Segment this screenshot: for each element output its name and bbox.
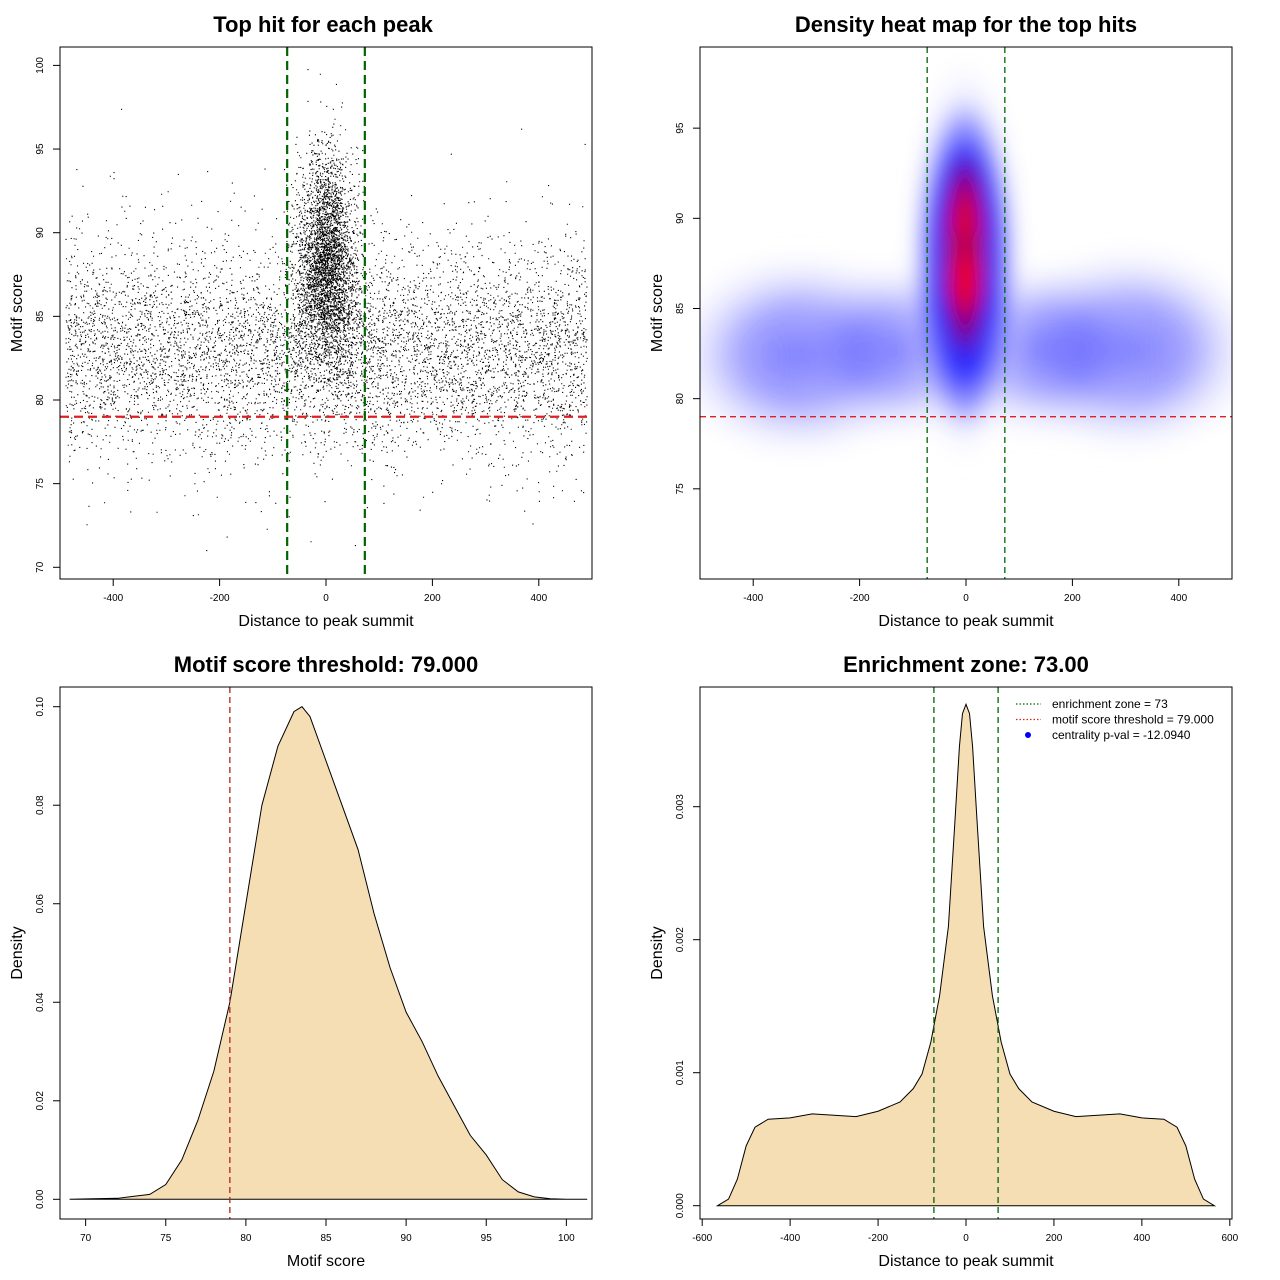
y-tick-label: 0.08 [35, 795, 46, 815]
legend-entry: enrichment zone = 73 [1052, 697, 1168, 711]
y-tick-label: 100 [35, 57, 46, 74]
x-tick-label: 80 [240, 1233, 252, 1244]
x-tick-label: 200 [424, 593, 441, 604]
density-field [700, 47, 1232, 475]
x-tick-label: 85 [320, 1233, 332, 1244]
x-tick-label: 600 [1221, 1233, 1238, 1244]
legend-marker [1025, 732, 1031, 738]
y-tick-label: 0.003 [675, 794, 686, 819]
x-axis-label: Distance to peak summit [878, 1253, 1054, 1270]
chart-title: Top hit for each peak [213, 12, 433, 37]
x-tick-label: -400 [103, 593, 123, 604]
central-density-hotspot [943, 230, 987, 330]
density-curve [715, 702, 1217, 1207]
enrichment-density-panel: Enrichment zone: 73.00 -600 -400 -200 0 200 4… [649, 652, 1239, 1270]
y-axis-label: Density [649, 926, 666, 979]
y-tick-label: 75 [675, 483, 686, 495]
x-axis: 70 75 80 85 90 95 100 [80, 1219, 575, 1244]
y-tick-label: 0.00 [35, 1189, 46, 1209]
chart-title: Motif score threshold: 79.000 [174, 652, 478, 677]
x-tick-label: 200 [1064, 593, 1081, 604]
x-axis: -400 -200 0 200 400 [103, 579, 548, 604]
reference-lines [933, 687, 999, 1219]
x-tick-label: -200 [850, 593, 870, 604]
y-tick-label: 95 [675, 122, 686, 134]
y-axis: 70 75 80 85 90 95 100 [35, 57, 60, 573]
y-tick-label: 0.10 [35, 697, 46, 717]
y-tick-label: 0.02 [35, 1091, 46, 1111]
y-tick-label: 80 [35, 394, 46, 406]
x-tick-label: 0 [963, 593, 969, 604]
x-axis: -400 -200 0 200 400 [743, 579, 1188, 604]
y-tick-label: 95 [35, 143, 46, 155]
scatter-point-cloud [65, 69, 588, 552]
y-axis: 75 80 85 90 95 [675, 122, 700, 494]
x-tick-label: 400 [530, 593, 547, 604]
y-tick-label: 0.001 [675, 1060, 686, 1085]
y-axis: 0.000 0.001 0.002 0.003 [675, 794, 700, 1218]
x-axis-label: Motif score [287, 1253, 365, 1270]
x-tick-label: 90 [401, 1233, 413, 1244]
y-tick-label: 75 [35, 478, 46, 490]
y-tick-label: 80 [675, 393, 686, 405]
reference-lines [60, 47, 592, 579]
density-curve [69, 706, 588, 1200]
legend: enrichment zone = 73 motif score threshol… [1016, 697, 1214, 742]
density-heatmap [700, 47, 1232, 579]
y-tick-label: 0.000 [675, 1193, 686, 1218]
x-tick-label: 0 [323, 593, 329, 604]
y-axis: 0.00 0.02 0.04 0.06 0.08 0.10 [35, 697, 60, 1209]
x-tick-label: 70 [80, 1233, 92, 1244]
y-tick-label: 85 [675, 302, 686, 314]
x-tick-label: 0 [963, 1233, 969, 1244]
x-tick-label: 400 [1170, 593, 1187, 604]
x-tick-label: 100 [558, 1233, 575, 1244]
x-tick-label: 400 [1134, 1233, 1151, 1244]
y-tick-label: 0.002 [675, 927, 686, 952]
y-tick-label: 90 [675, 212, 686, 224]
reference-lines [700, 47, 1232, 579]
y-tick-label: 0.04 [35, 992, 46, 1012]
y-axis-label: Density [9, 926, 26, 979]
chart-title: Density heat map for the top hits [795, 12, 1137, 37]
x-axis: -600 -400 -200 0 200 400 600 [692, 1219, 1239, 1244]
x-tick-label: 75 [160, 1233, 172, 1244]
y-tick-label: 70 [35, 561, 46, 573]
score-density-panel: Motif score threshold: 79.000 70 75 80 85 90… [9, 652, 593, 1270]
x-tick-label: 95 [481, 1233, 493, 1244]
y-axis-label: Motif score [649, 274, 666, 352]
x-tick-label: -200 [868, 1233, 888, 1244]
x-tick-label: -400 [780, 1233, 800, 1244]
chart-title: Enrichment zone: 73.00 [843, 652, 1089, 677]
x-axis-label: Distance to peak summit [238, 613, 414, 630]
x-tick-label: -400 [743, 593, 763, 604]
x-axis-label: Distance to peak summit [878, 613, 1054, 630]
legend-entry: motif score threshold = 79.000 [1052, 713, 1214, 727]
y-tick-label: 90 [35, 227, 46, 239]
x-tick-label: -600 [692, 1233, 712, 1244]
scatter-points [65, 69, 588, 552]
scatter-panel: Top hit for each peak -400 -200 0 200 400 70… [9, 12, 593, 630]
x-tick-label: 200 [1046, 1233, 1063, 1244]
x-tick-label: -200 [210, 593, 230, 604]
y-tick-label: 0.06 [35, 894, 46, 914]
y-axis-label: Motif score [9, 274, 26, 352]
legend-entry: centrality p-val = -12.0940 [1052, 728, 1191, 742]
y-tick-label: 85 [35, 310, 46, 322]
heatmap-panel: Density heat map for the top hits [649, 12, 1233, 630]
